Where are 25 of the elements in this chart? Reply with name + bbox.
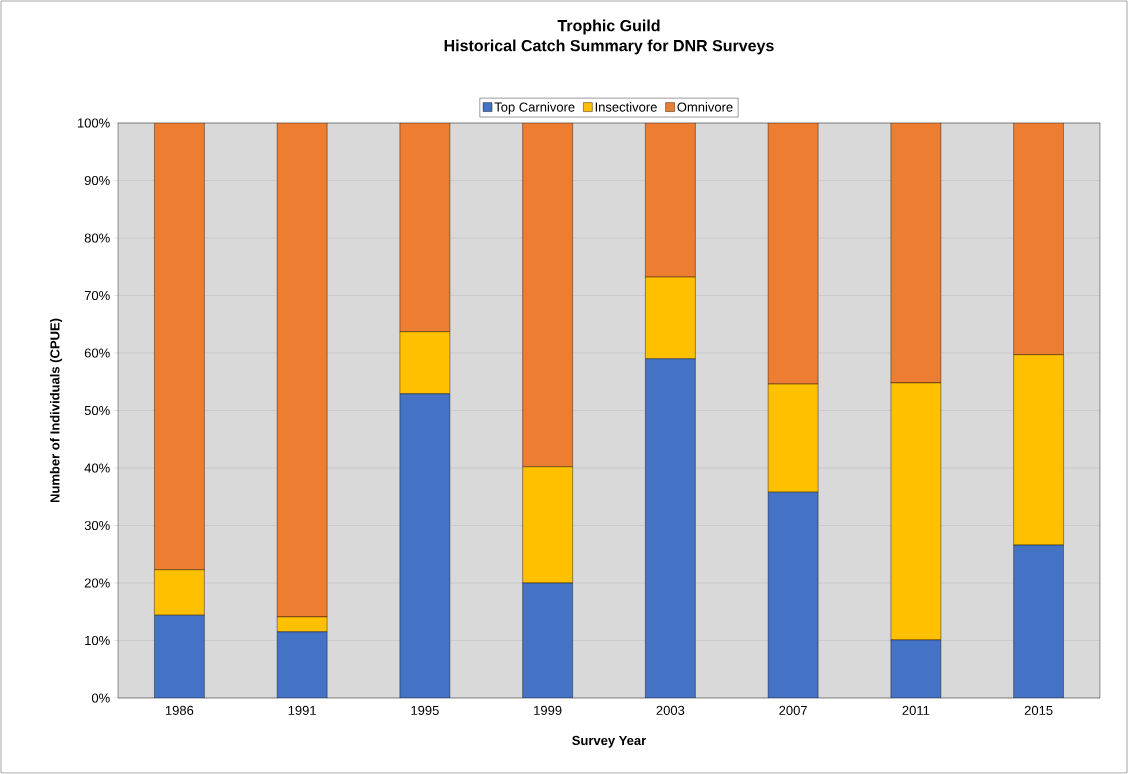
x-tick-label: 2003 [656, 705, 685, 715]
y-tick-label: 70% [84, 290, 110, 301]
x-tick-label: 1999 [534, 705, 562, 715]
x-tick-label: 1986 [165, 705, 194, 715]
y-tick-label: 60% [84, 348, 110, 358]
x-tick-label: 1991 [288, 705, 316, 715]
x-tick-label: 2007 [779, 705, 807, 715]
y-tick-label: 100% [77, 118, 110, 128]
y-tick-label: 20% [84, 578, 110, 588]
y-tick-label: 40% [84, 463, 110, 473]
x-tick-label: 2015 [1024, 705, 1053, 715]
legend-label: Top Carnivore [494, 102, 575, 115]
y-tick-label: 10% [85, 635, 110, 646]
chart-title: Trophic Guild Historical Catch Summary for DNR Surveys [444, 19, 774, 55]
legend-label: Omnivore [677, 102, 733, 112]
y-tick-label: 30% [84, 520, 110, 531]
x-tick-label: 2011 [902, 705, 930, 715]
y-tick-label: 80% [84, 233, 110, 243]
y-tick-label: 50% [84, 405, 110, 416]
y-axis-title: Number of Individuals (CPUE) [49, 318, 63, 503]
legend-label: Insectivore [595, 102, 657, 112]
y-tick-label: 0% [91, 693, 110, 703]
x-axis-title: Survey Year [572, 735, 647, 748]
x-tick-label: 1995 [411, 705, 439, 715]
y-tick-label: 90% [84, 175, 110, 186]
